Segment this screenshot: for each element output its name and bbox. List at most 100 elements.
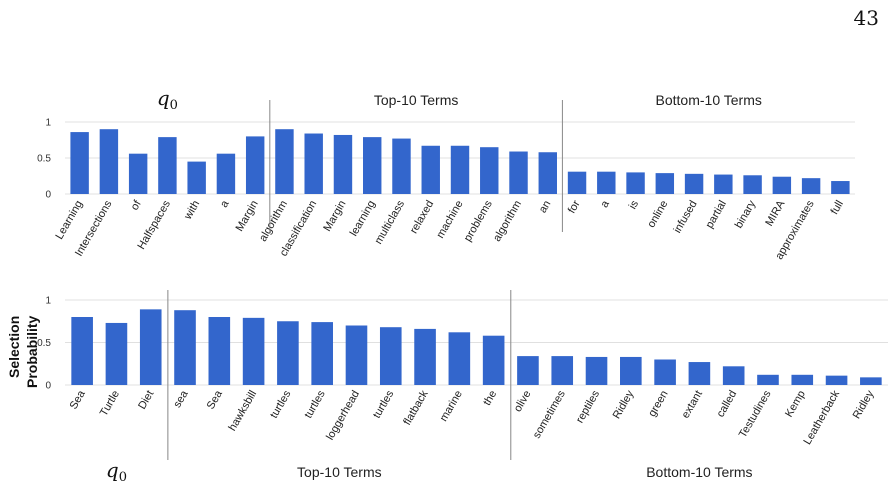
x-tick-label: a: [598, 198, 612, 210]
bar: [517, 356, 539, 385]
x-tick-label: extant: [680, 389, 705, 421]
x-tick-label: olive: [512, 389, 534, 415]
bar: [242, 317, 265, 385]
x-tick-label: turtles: [302, 388, 328, 420]
bar: [688, 362, 711, 385]
page-number: 43: [853, 6, 879, 30]
bar: [275, 129, 294, 194]
x-tick-label: learning: [348, 199, 378, 239]
bar: [448, 332, 471, 385]
x-tick-label: Diet: [136, 389, 156, 412]
segment-title: Top-10 Terms: [297, 464, 382, 480]
bar: [825, 375, 848, 385]
segment-title: Top-10 Terms: [374, 92, 459, 108]
bar: [585, 356, 608, 385]
x-tick-label: is: [627, 198, 642, 211]
y-tick-label: 0.5: [37, 338, 51, 349]
y-tick-label: 1: [45, 118, 51, 129]
bar: [860, 377, 882, 385]
y-tick-label: 0.5: [37, 154, 51, 165]
bar: [509, 151, 528, 194]
bar: [128, 153, 148, 194]
x-tick-label: a: [218, 198, 232, 210]
bar: [414, 328, 436, 385]
bar: [655, 173, 675, 194]
x-tick-label: hawksbill: [226, 389, 259, 434]
segment-title-q0: q0: [157, 86, 178, 113]
bar: [363, 137, 382, 194]
bar: [772, 176, 792, 194]
bar: [421, 145, 440, 194]
x-tick-label: sometimes: [531, 388, 568, 440]
bar: [245, 136, 265, 194]
x-tick-label: algorithm: [491, 199, 524, 244]
x-tick-label: turtles: [268, 388, 294, 420]
x-tick-label: marine: [438, 389, 465, 424]
x-tick-label: Sea: [68, 388, 89, 412]
x-tick-label: sea: [171, 388, 191, 410]
bar: [620, 356, 642, 385]
bar: [392, 138, 411, 194]
segment-title-q0: q0: [106, 458, 127, 485]
x-tick-label: Learning: [53, 199, 85, 242]
bar: [311, 322, 333, 385]
bar: [105, 322, 128, 385]
x-tick-label: partial: [704, 199, 729, 231]
x-tick-label: Kemp: [783, 389, 808, 420]
segment-title: Bottom-10 Terms: [656, 92, 762, 108]
bar: [801, 178, 821, 194]
x-tick-label: the: [481, 389, 499, 408]
y-tick-label: 1: [45, 296, 51, 307]
x-tick-label: Sea: [205, 388, 226, 412]
bar: [216, 153, 236, 194]
x-tick-label: of: [129, 198, 144, 213]
x-tick-label: relaxed: [408, 199, 436, 236]
segment-title: Bottom-10 Terms: [646, 464, 752, 480]
bar: [99, 129, 119, 194]
x-tick-label: flatback: [401, 388, 431, 427]
bar: [70, 132, 89, 194]
x-tick-label: machine: [434, 199, 465, 241]
bar: [333, 134, 353, 194]
x-tick-label: online: [645, 199, 670, 230]
x-tick-label: infused: [672, 199, 700, 236]
bar: [277, 321, 299, 385]
x-tick-label: MIRA: [763, 198, 787, 228]
x-tick-label: Ridley: [611, 388, 637, 421]
bar: [567, 171, 587, 194]
x-tick-label: Testudines: [737, 388, 774, 440]
bar: [482, 335, 505, 385]
x-tick-label: Turtle: [98, 389, 122, 419]
x-tick-label: green: [646, 389, 670, 419]
bar: [743, 175, 762, 194]
x-tick-label: Ridley: [851, 388, 877, 421]
bar: [379, 327, 402, 385]
x-tick-label: full: [829, 199, 846, 217]
bar: [714, 174, 733, 194]
bar: [551, 356, 574, 385]
x-tick-label: called: [715, 389, 740, 420]
bar: [139, 309, 162, 385]
x-tick-label: loggerhead: [324, 389, 362, 443]
x-tick-label: Margin: [321, 199, 348, 234]
bar: [208, 317, 231, 385]
bar: [722, 366, 745, 385]
bar: [684, 173, 704, 194]
bar: [597, 171, 616, 194]
bar: [158, 137, 177, 194]
x-tick-label: with: [182, 199, 203, 223]
x-tick-label: reptiles: [574, 388, 602, 425]
x-tick-label: problems: [462, 198, 495, 244]
x-tick-label: Leatherback: [801, 388, 842, 447]
bar: [480, 147, 499, 194]
bar: [304, 133, 323, 194]
x-tick-label: for: [566, 198, 583, 215]
bar: [831, 181, 850, 194]
x-tick-label: algorithm: [257, 199, 290, 244]
bar: [654, 359, 676, 385]
bar: [187, 161, 206, 194]
x-tick-label: Margin: [234, 199, 261, 234]
